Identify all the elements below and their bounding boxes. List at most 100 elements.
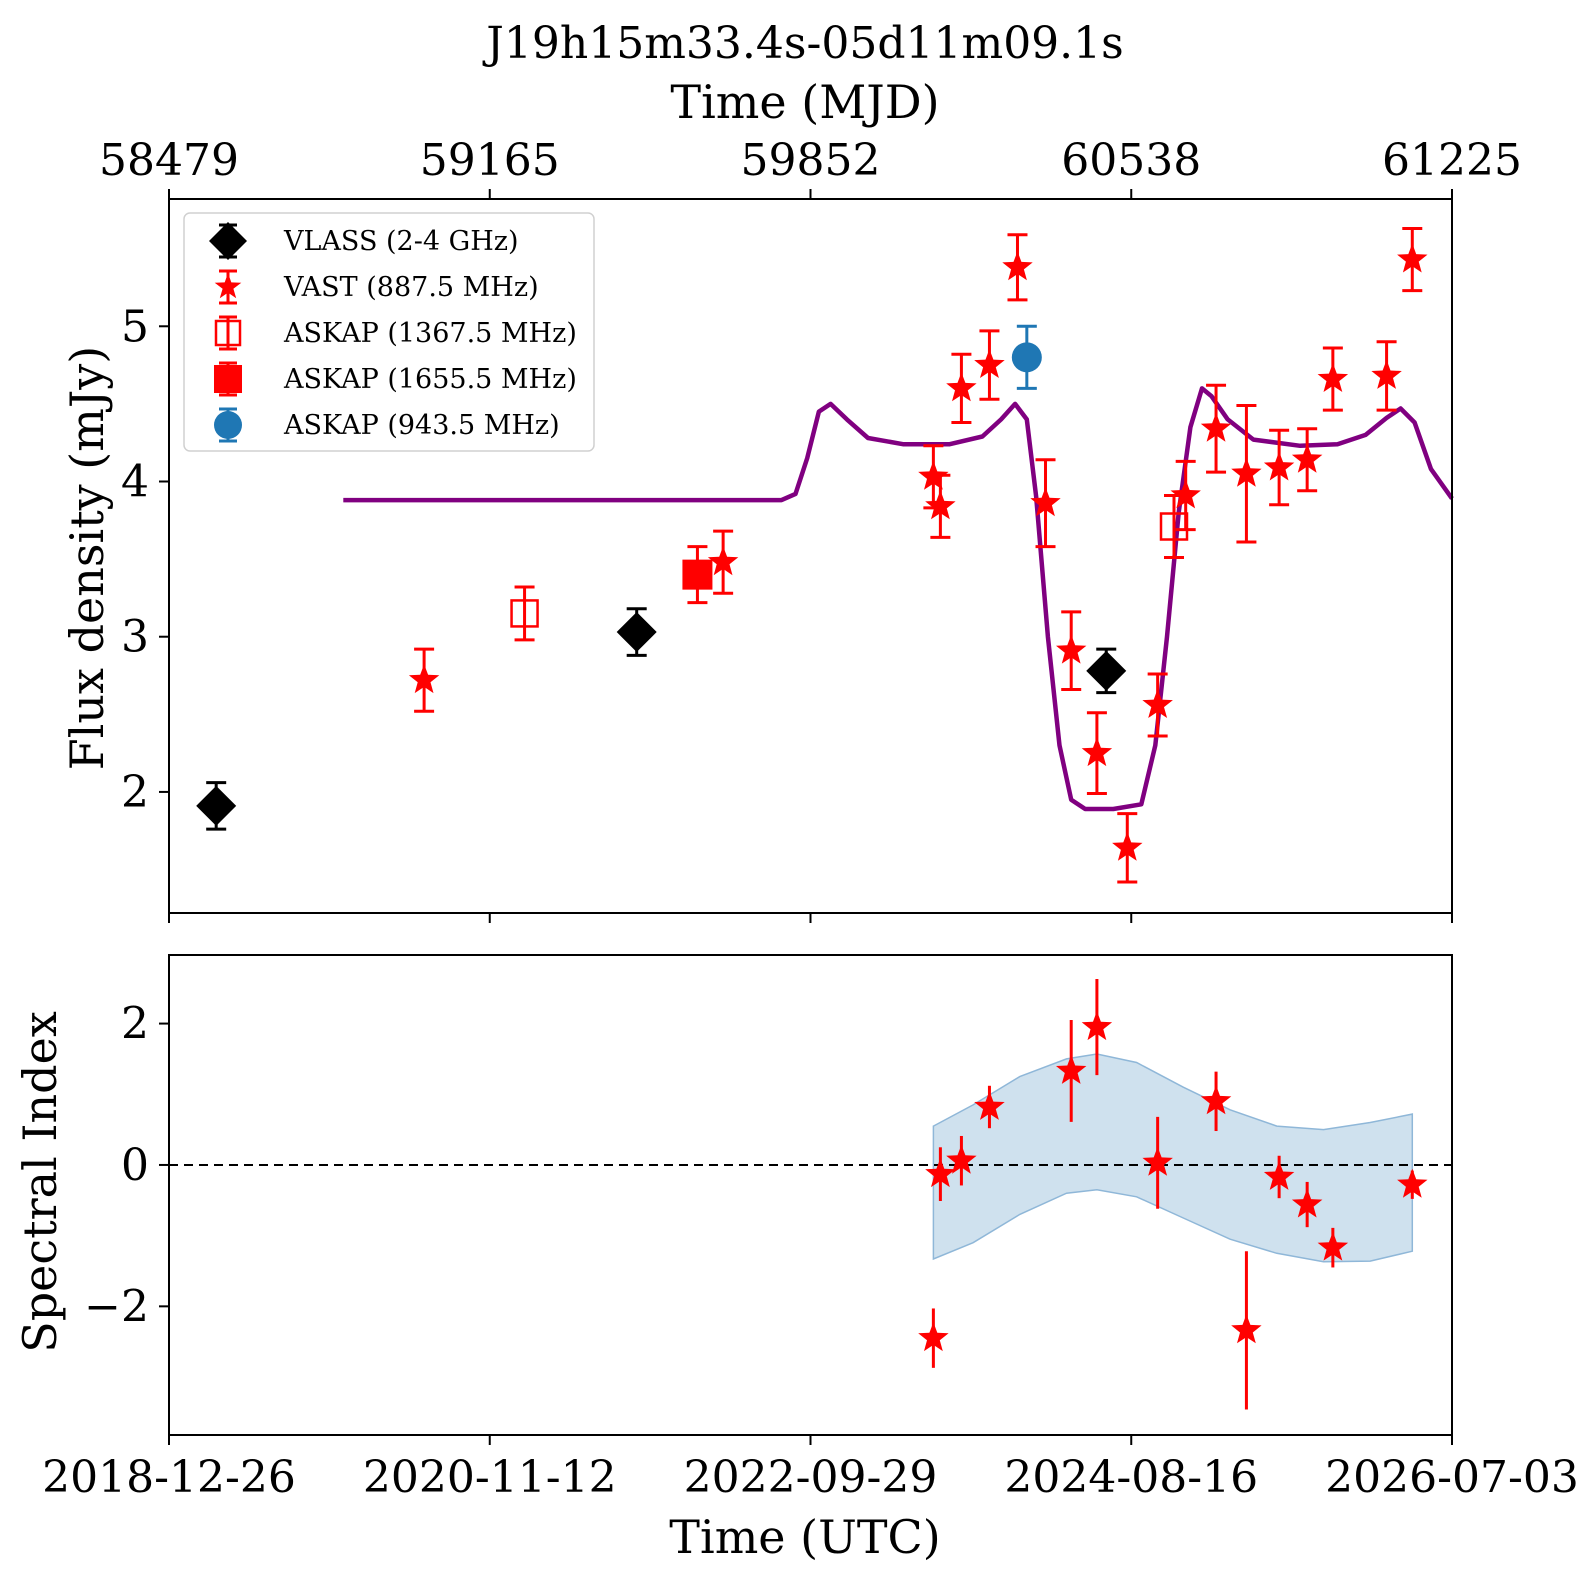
data-point	[1081, 979, 1113, 1076]
spectral-y-tick-label: 0	[121, 1140, 149, 1191]
diamond-marker	[616, 612, 657, 653]
secondary-x-axis-title: Time (MJD)	[670, 75, 939, 129]
diamond-marker	[196, 785, 237, 826]
data-point	[946, 1135, 977, 1186]
legend-label-askap-1367: ASKAP (1367.5 MHz)	[283, 318, 577, 349]
square-marker	[682, 559, 713, 590]
star-marker	[1081, 1011, 1113, 1041]
diamond-marker	[1086, 650, 1127, 691]
data-point	[1112, 812, 1143, 884]
star-marker	[1170, 479, 1201, 509]
data-point	[1263, 1155, 1295, 1199]
flux-y-tick-label: 4	[121, 456, 149, 507]
utc-tick-label: 2020-11-12	[363, 1452, 617, 1503]
legend-entry-vlass: VLASS (2-4 GHz)	[209, 222, 519, 260]
legend-marker-vlass	[209, 222, 247, 260]
data-point	[1056, 1020, 1087, 1122]
star-marker	[1317, 1231, 1349, 1261]
star-marker	[1397, 1168, 1428, 1198]
spectral-y-tick-label: −2	[84, 1281, 149, 1332]
star-marker	[918, 1322, 949, 1352]
star-marker	[1371, 359, 1402, 389]
data-point	[918, 444, 949, 510]
series-vast-887-5-mhz-	[408, 226, 1428, 884]
data-point	[1159, 493, 1189, 560]
data-point	[1056, 610, 1087, 691]
flux-y-tick-label: 3	[121, 612, 149, 663]
utc-tick-label: 2018-12-26	[42, 1452, 296, 1503]
star-marker	[974, 1091, 1005, 1120]
spectral-index-axes-frame	[168, 954, 1453, 1436]
legend-entry-askap-1655: ASKAP (1655.5 MHz)	[214, 361, 577, 397]
mjd-tick-label: 59165	[420, 135, 560, 186]
x-axis-title-utc: Time (UTC)	[669, 1510, 940, 1564]
data-point	[196, 781, 237, 831]
star-marker	[1081, 737, 1113, 767]
legend-marker-vast	[214, 269, 242, 305]
data-point	[1371, 340, 1402, 412]
legend-entry-askap-943: ASKAP (943.5 MHz)	[214, 407, 560, 443]
y-axis-title-spectral-index: Spectral Index	[13, 1011, 67, 1353]
star-marker	[1112, 831, 1143, 861]
star-marker	[1397, 243, 1428, 273]
star-marker	[1142, 689, 1173, 718]
star-marker	[946, 1144, 977, 1174]
data-point	[925, 473, 956, 539]
open-square-marker	[510, 599, 539, 628]
data-point	[1011, 324, 1042, 390]
open-square-marker	[1159, 512, 1189, 541]
legend-label-vast: VAST (887.5 MHz)	[283, 272, 539, 303]
star-marker	[1002, 251, 1033, 281]
data-point	[1263, 428, 1295, 507]
utc-tick-label: 2024-08-16	[1004, 1452, 1258, 1503]
data-point	[510, 585, 539, 642]
star-marker	[1142, 1146, 1173, 1176]
star-marker	[408, 664, 440, 694]
circle-marker	[1011, 342, 1042, 373]
star-marker	[1291, 443, 1323, 473]
star-marker	[1231, 1314, 1262, 1344]
star-marker	[1056, 634, 1087, 664]
y-axis-title-flux: Flux density (mJy)	[60, 346, 114, 770]
star-marker	[1030, 487, 1061, 517]
star-marker	[1291, 1188, 1323, 1218]
legend-entry-vast: VAST (887.5 MHz)	[214, 269, 539, 305]
star-marker	[925, 490, 956, 520]
data-point	[1142, 1116, 1173, 1209]
data-point	[1142, 672, 1173, 738]
star-marker	[1263, 451, 1295, 481]
data-point	[974, 329, 1005, 401]
data-point	[1231, 1251, 1262, 1410]
legend-entry-askap-1367: ASKAP (1367.5 MHz)	[214, 315, 577, 351]
spectral-y-tick-label: 2	[121, 999, 149, 1050]
data-point	[682, 545, 713, 605]
star-marker	[946, 372, 977, 402]
utc-tick-label: 2022-09-29	[684, 1452, 938, 1503]
legend-marker-askap-943	[214, 407, 242, 443]
series-askap-1367-5-mhz-	[510, 493, 1189, 642]
star-marker	[1317, 363, 1349, 392]
data-point	[1317, 346, 1349, 412]
data-point	[1231, 403, 1262, 544]
data-point	[1291, 427, 1323, 493]
data-point	[1291, 1181, 1323, 1228]
data-point	[1086, 647, 1127, 695]
data-point	[616, 607, 657, 657]
legend-frame	[183, 212, 595, 452]
star-marker	[1231, 457, 1262, 487]
legend-label-vlass: VLASS (2-4 GHz)	[283, 226, 519, 257]
data-point	[925, 1147, 956, 1202]
data-point	[1200, 1071, 1232, 1132]
flux-axes-frame	[168, 198, 1453, 914]
data-point	[1397, 226, 1428, 293]
data-point	[1002, 233, 1033, 302]
star-marker	[1200, 1085, 1232, 1115]
mjd-tick-label: 59852	[741, 135, 881, 186]
flux-y-tick-label: 2	[121, 767, 149, 818]
chart-title: J19h15m33.4s-05d11m09.1s	[482, 18, 1124, 69]
model-light-curve	[343, 386, 1454, 812]
data-point	[1081, 711, 1113, 795]
data-point	[1170, 459, 1201, 532]
series-askap-1655-5-mhz-	[682, 545, 713, 605]
